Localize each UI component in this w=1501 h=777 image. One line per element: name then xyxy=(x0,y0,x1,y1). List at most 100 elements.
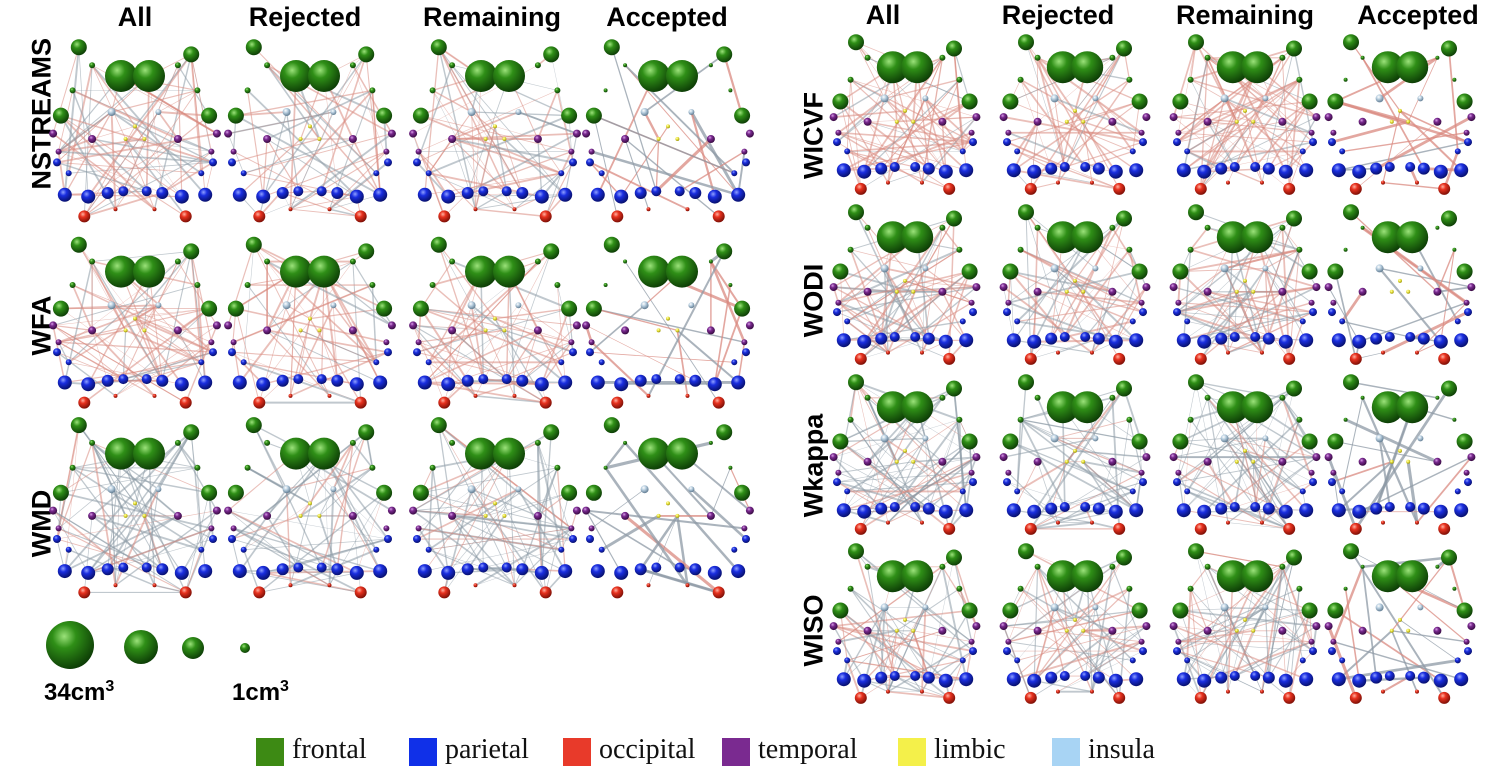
region-node xyxy=(656,513,661,518)
region-node xyxy=(118,186,129,197)
region-node xyxy=(533,511,542,520)
connection-edge xyxy=(474,126,496,210)
region-node xyxy=(263,326,272,335)
region-node xyxy=(1243,278,1247,283)
region-node xyxy=(533,135,542,143)
region-node xyxy=(417,187,432,202)
region-node xyxy=(603,465,608,470)
region-node xyxy=(409,321,418,330)
region-node xyxy=(938,673,953,688)
region-node xyxy=(383,148,390,155)
region-node xyxy=(448,326,457,335)
region-node xyxy=(1002,263,1019,280)
region-node xyxy=(1384,671,1395,681)
region-node xyxy=(1464,647,1472,656)
region-node xyxy=(1006,163,1021,178)
region-node xyxy=(349,377,364,392)
region-node xyxy=(387,321,396,330)
region-node xyxy=(1454,333,1469,348)
region-node xyxy=(688,302,695,309)
region-node xyxy=(253,586,266,599)
connection-edge xyxy=(1057,511,1116,524)
region-node xyxy=(1113,522,1126,535)
connection-edge xyxy=(843,607,886,680)
connection-edge xyxy=(941,121,947,172)
connection-edge xyxy=(843,630,898,680)
region-node xyxy=(298,328,303,333)
connection-edge xyxy=(1268,150,1304,170)
connection-edge xyxy=(247,90,264,197)
region-node xyxy=(227,484,244,501)
connection-edge xyxy=(1186,461,1209,492)
region-node xyxy=(857,673,872,688)
connection-edge xyxy=(1207,121,1236,168)
connection-edge xyxy=(1204,341,1263,354)
region-node xyxy=(244,464,251,471)
connection-edge xyxy=(925,267,972,304)
region-node xyxy=(256,189,271,204)
brain-wodi-all-edges xyxy=(832,211,977,360)
brain-wicvf-accepted-edges xyxy=(1331,41,1473,190)
brain-wicvf-remaining xyxy=(1169,34,1321,195)
connection-edge xyxy=(1204,116,1317,173)
connection-edge xyxy=(503,138,566,196)
connection-edge xyxy=(286,467,373,490)
region-node xyxy=(1220,603,1229,612)
region-node xyxy=(847,246,854,253)
connection-edge xyxy=(52,284,198,326)
region-node xyxy=(429,282,436,288)
connection-edge xyxy=(550,54,572,152)
region-node xyxy=(1417,265,1424,272)
connection-edge xyxy=(836,382,857,483)
region-node xyxy=(57,375,72,390)
connection-edge xyxy=(1173,625,1307,680)
connection-edge xyxy=(1115,271,1141,342)
connection-edge xyxy=(585,509,745,530)
connection-edge xyxy=(506,251,552,380)
left-col-header-accepted: Accepted xyxy=(606,2,728,32)
region-node xyxy=(634,187,647,199)
region-node xyxy=(1467,622,1476,631)
region-node xyxy=(903,617,907,622)
region-node xyxy=(1464,138,1472,147)
region-node xyxy=(78,396,91,409)
connection-edge xyxy=(56,351,124,380)
connection-edge xyxy=(838,132,967,171)
region-node xyxy=(558,359,565,366)
region-node xyxy=(461,374,474,387)
right-col-header-all: All xyxy=(865,0,901,30)
region-node xyxy=(857,334,872,349)
region-node xyxy=(473,207,478,212)
region-node xyxy=(1464,308,1472,317)
region-node xyxy=(224,506,233,515)
region-node xyxy=(1454,163,1469,178)
connection-edge xyxy=(58,150,214,164)
connection-edge xyxy=(850,588,947,682)
connection-edge xyxy=(300,329,377,363)
region-node xyxy=(603,88,608,93)
region-node xyxy=(961,433,978,450)
region-node xyxy=(70,236,87,253)
connection-edge xyxy=(867,291,896,338)
region-node xyxy=(999,453,1008,462)
connection-edge xyxy=(1288,321,1304,360)
connection-edge xyxy=(1264,607,1270,678)
region-node xyxy=(1229,162,1240,172)
connection-edge xyxy=(58,453,150,529)
brain-wkappa-remaining xyxy=(1169,374,1321,535)
connection-edge xyxy=(591,150,739,197)
legend-label-frontal: frontal xyxy=(292,734,367,765)
region-node xyxy=(1046,391,1079,424)
region-node xyxy=(959,163,974,178)
region-node xyxy=(53,158,61,167)
connection-edge xyxy=(503,138,523,194)
connection-edge xyxy=(1050,101,1140,170)
region-node xyxy=(1375,264,1384,273)
region-node xyxy=(1278,287,1287,296)
region-node xyxy=(1331,333,1346,348)
connection-edge xyxy=(912,121,967,171)
connection-edge xyxy=(508,271,516,396)
connection-edge xyxy=(1033,588,1130,682)
region-node xyxy=(256,565,271,580)
connection-edge xyxy=(1236,291,1263,353)
